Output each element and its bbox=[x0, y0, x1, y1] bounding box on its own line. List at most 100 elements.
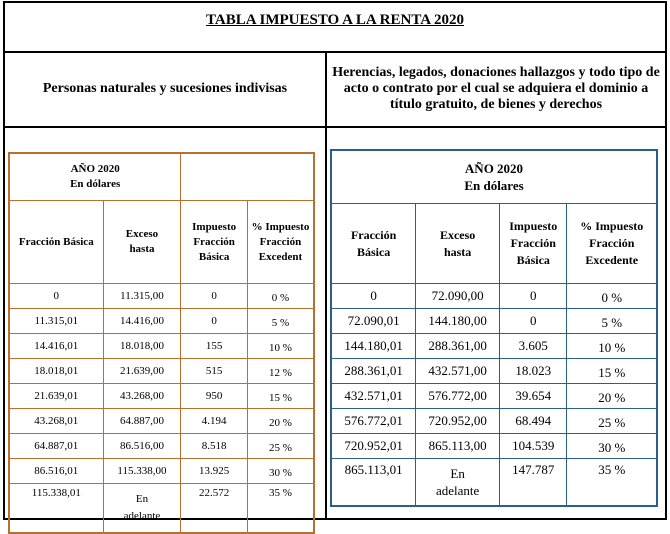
right-exceso-hasta-cell: 865.113,00 bbox=[415, 433, 500, 459]
left-impuesto-cell: 950 bbox=[180, 383, 248, 409]
left-porcentaje-cell: 35 % bbox=[246, 483, 315, 534]
left-fraccion-basica-cell: 21.639,01 bbox=[8, 383, 104, 409]
title-row: TABLA IMPUESTO A LA RENTA 2020 bbox=[5, 3, 665, 53]
left-exceso-hasta-cell: En adelante bbox=[102, 483, 182, 534]
left-exceso-hasta-cell: 11.315,00 bbox=[102, 283, 182, 309]
left-fraccion-basica-cell: 11.315,01 bbox=[8, 308, 104, 334]
left-porcentaje-cell: 20 % bbox=[246, 408, 315, 434]
left-col-porcentaje: % Impuesto Fracción Excedent bbox=[246, 200, 315, 284]
left-column-headers: Fracción Básica Exceso hasta Impuesto Fr… bbox=[8, 200, 315, 284]
left-porcentaje-cell: 12 % bbox=[246, 358, 315, 384]
left-table-row: 11.315,01 14.416,00 0 5 % bbox=[8, 308, 315, 334]
left-exceso-hasta-cell: 43.268,00 bbox=[102, 383, 182, 409]
left-exceso-hasta-cell: 18.018,00 bbox=[102, 333, 182, 359]
left-section-heading: Personas naturales y sucesiones indivisa… bbox=[42, 80, 288, 96]
left-impuesto-cell: 4.194 bbox=[180, 408, 248, 434]
right-table-row: 576.772,01 720.952,00 68.494 25 % bbox=[330, 408, 658, 434]
document-frame: TABLA IMPUESTO A LA RENTA 2020 Personas … bbox=[3, 1, 667, 520]
left-porcentaje-cell: 5 % bbox=[246, 308, 315, 334]
right-impuesto-cell: 0 bbox=[498, 283, 568, 309]
right-porcentaje-cell: 5 % bbox=[566, 308, 658, 334]
right-table-row: 720.952,01 865.113,00 104.539 30 % bbox=[330, 433, 658, 459]
left-porcentaje-cell: 15 % bbox=[246, 383, 315, 409]
left-impuesto-cell: 13.925 bbox=[180, 458, 248, 484]
right-column-headers: Fracción Básica Exceso hasta Impuesto Fr… bbox=[330, 203, 658, 284]
right-fraccion-basica-cell: 0 bbox=[330, 283, 417, 309]
right-exceso-hasta-cell: 288.361,00 bbox=[415, 333, 500, 359]
left-table-row: 21.639,01 43.268,00 950 15 % bbox=[8, 383, 315, 409]
left-year-header: AÑO 2020 En dólares bbox=[8, 152, 182, 201]
right-exceso-hasta-cell: En adelante bbox=[415, 458, 500, 507]
right-impuesto-cell: 147.787 bbox=[498, 458, 568, 507]
left-year-label: AÑO 2020 bbox=[70, 163, 120, 175]
right-fraccion-basica-cell: 144.180,01 bbox=[330, 333, 417, 359]
left-table-row: 0 11.315,00 0 0 % bbox=[8, 283, 315, 309]
right-table-row: 72.090,01 144.180,00 0 5 % bbox=[330, 308, 658, 334]
left-exceso-hasta-cell: 14.416,00 bbox=[102, 308, 182, 334]
left-table-row: 18.018,01 21.639,00 515 12 % bbox=[8, 358, 315, 384]
left-col-impuesto-fraccion: Impuesto Fracción Básica bbox=[180, 200, 248, 284]
right-impuesto-cell: 3.605 bbox=[498, 333, 568, 359]
left-fraccion-basica-cell: 64.887,01 bbox=[8, 433, 104, 459]
column-divider bbox=[325, 51, 327, 520]
right-table-row: 144.180,01 288.361,00 3.605 10 % bbox=[330, 333, 658, 359]
right-impuesto-cell: 18.023 bbox=[498, 358, 568, 384]
right-fraccion-basica-cell: 288.361,01 bbox=[330, 358, 417, 384]
left-impuesto-cell: 22.572 bbox=[180, 483, 248, 534]
right-table-row: 0 72.090,00 0 0 % bbox=[330, 283, 658, 309]
right-exceso-hasta-cell: 432.571,00 bbox=[415, 358, 500, 384]
right-porcentaje-cell: 20 % bbox=[566, 383, 658, 409]
left-exceso-hasta-cell: 115.338,00 bbox=[102, 458, 182, 484]
right-porcentaje-cell: 30 % bbox=[566, 433, 658, 459]
right-impuesto-cell: 68.494 bbox=[498, 408, 568, 434]
right-porcentaje-cell: 0 % bbox=[566, 283, 658, 309]
left-table-row: 115.338,01 En adelante 22.572 35 % bbox=[8, 483, 315, 534]
right-fraccion-basica-cell: 720.952,01 bbox=[330, 433, 417, 459]
left-fraccion-basica-cell: 115.338,01 bbox=[8, 483, 104, 534]
right-porcentaje-cell: 15 % bbox=[566, 358, 658, 384]
left-exceso-hasta-cell: 21.639,00 bbox=[102, 358, 182, 384]
right-col-fraccion-basica: Fracción Básica bbox=[330, 203, 417, 284]
left-table-row: 64.887,01 86.516,00 8.518 25 % bbox=[8, 433, 315, 459]
left-impuesto-cell: 0 bbox=[180, 308, 248, 334]
right-table-row: 432.571,01 576.772,00 39.654 20 % bbox=[330, 383, 658, 409]
right-porcentaje-cell: 10 % bbox=[566, 333, 658, 359]
right-porcentaje-cell: 35 % bbox=[566, 458, 658, 507]
right-col-exceso-hasta: Exceso hasta bbox=[415, 203, 500, 284]
section-headings-row: Personas naturales y sucesiones indivisa… bbox=[5, 51, 665, 128]
right-fraccion-basica-cell: 576.772,01 bbox=[330, 408, 417, 434]
right-impuesto-cell: 104.539 bbox=[498, 433, 568, 459]
right-impuesto-cell: 0 bbox=[498, 308, 568, 334]
left-table-row: 43.268,01 64.887,00 4.194 20 % bbox=[8, 408, 315, 434]
left-tax-table: AÑO 2020 En dólares Fracción Básica Exce… bbox=[8, 152, 315, 534]
left-year-header-blank bbox=[180, 152, 315, 201]
right-section-heading: Herencias, legados, donaciones hallazgos… bbox=[332, 64, 660, 112]
left-porcentaje-cell: 0 % bbox=[246, 283, 315, 309]
left-impuesto-cell: 0 bbox=[180, 283, 248, 309]
left-porcentaje-cell: 30 % bbox=[246, 458, 315, 484]
left-impuesto-cell: 515 bbox=[180, 358, 248, 384]
right-year-label: AÑO 2020 bbox=[464, 161, 524, 176]
right-impuesto-cell: 39.654 bbox=[498, 383, 568, 409]
left-table-row: 14.416,01 18.018,00 155 10 % bbox=[8, 333, 315, 359]
left-fraccion-basica-cell: 0 bbox=[8, 283, 104, 309]
right-tax-table: AÑO 2020 En dólares Fracción Básica Exce… bbox=[330, 149, 658, 507]
page-title: TABLA IMPUESTO A LA RENTA 2020 bbox=[206, 12, 464, 28]
left-fraccion-basica-cell: 18.018,01 bbox=[8, 358, 104, 384]
left-impuesto-cell: 8.518 bbox=[180, 433, 248, 459]
left-col-fraccion-basica: Fracción Básica bbox=[8, 200, 104, 284]
left-fraccion-basica-cell: 14.416,01 bbox=[8, 333, 104, 359]
right-table-row: 865.113,01 En adelante 147.787 35 % bbox=[330, 458, 658, 507]
right-exceso-hasta-cell: 720.952,00 bbox=[415, 408, 500, 434]
left-fraccion-basica-cell: 86.516,01 bbox=[8, 458, 104, 484]
right-porcentaje-cell: 25 % bbox=[566, 408, 658, 434]
right-fraccion-basica-cell: 72.090,01 bbox=[330, 308, 417, 334]
left-table-row: 86.516,01 115.338,00 13.925 30 % bbox=[8, 458, 315, 484]
left-fraccion-basica-cell: 43.268,01 bbox=[8, 408, 104, 434]
right-exceso-hasta-cell: 144.180,00 bbox=[415, 308, 500, 334]
left-exceso-hasta-cell: 64.887,00 bbox=[102, 408, 182, 434]
right-col-porcentaje: % Impuesto Fracción Excedente bbox=[566, 203, 658, 284]
left-porcentaje-cell: 25 % bbox=[246, 433, 315, 459]
right-exceso-hasta-cell: 72.090,00 bbox=[415, 283, 500, 309]
right-table-row: 288.361,01 432.571,00 18.023 15 % bbox=[330, 358, 658, 384]
